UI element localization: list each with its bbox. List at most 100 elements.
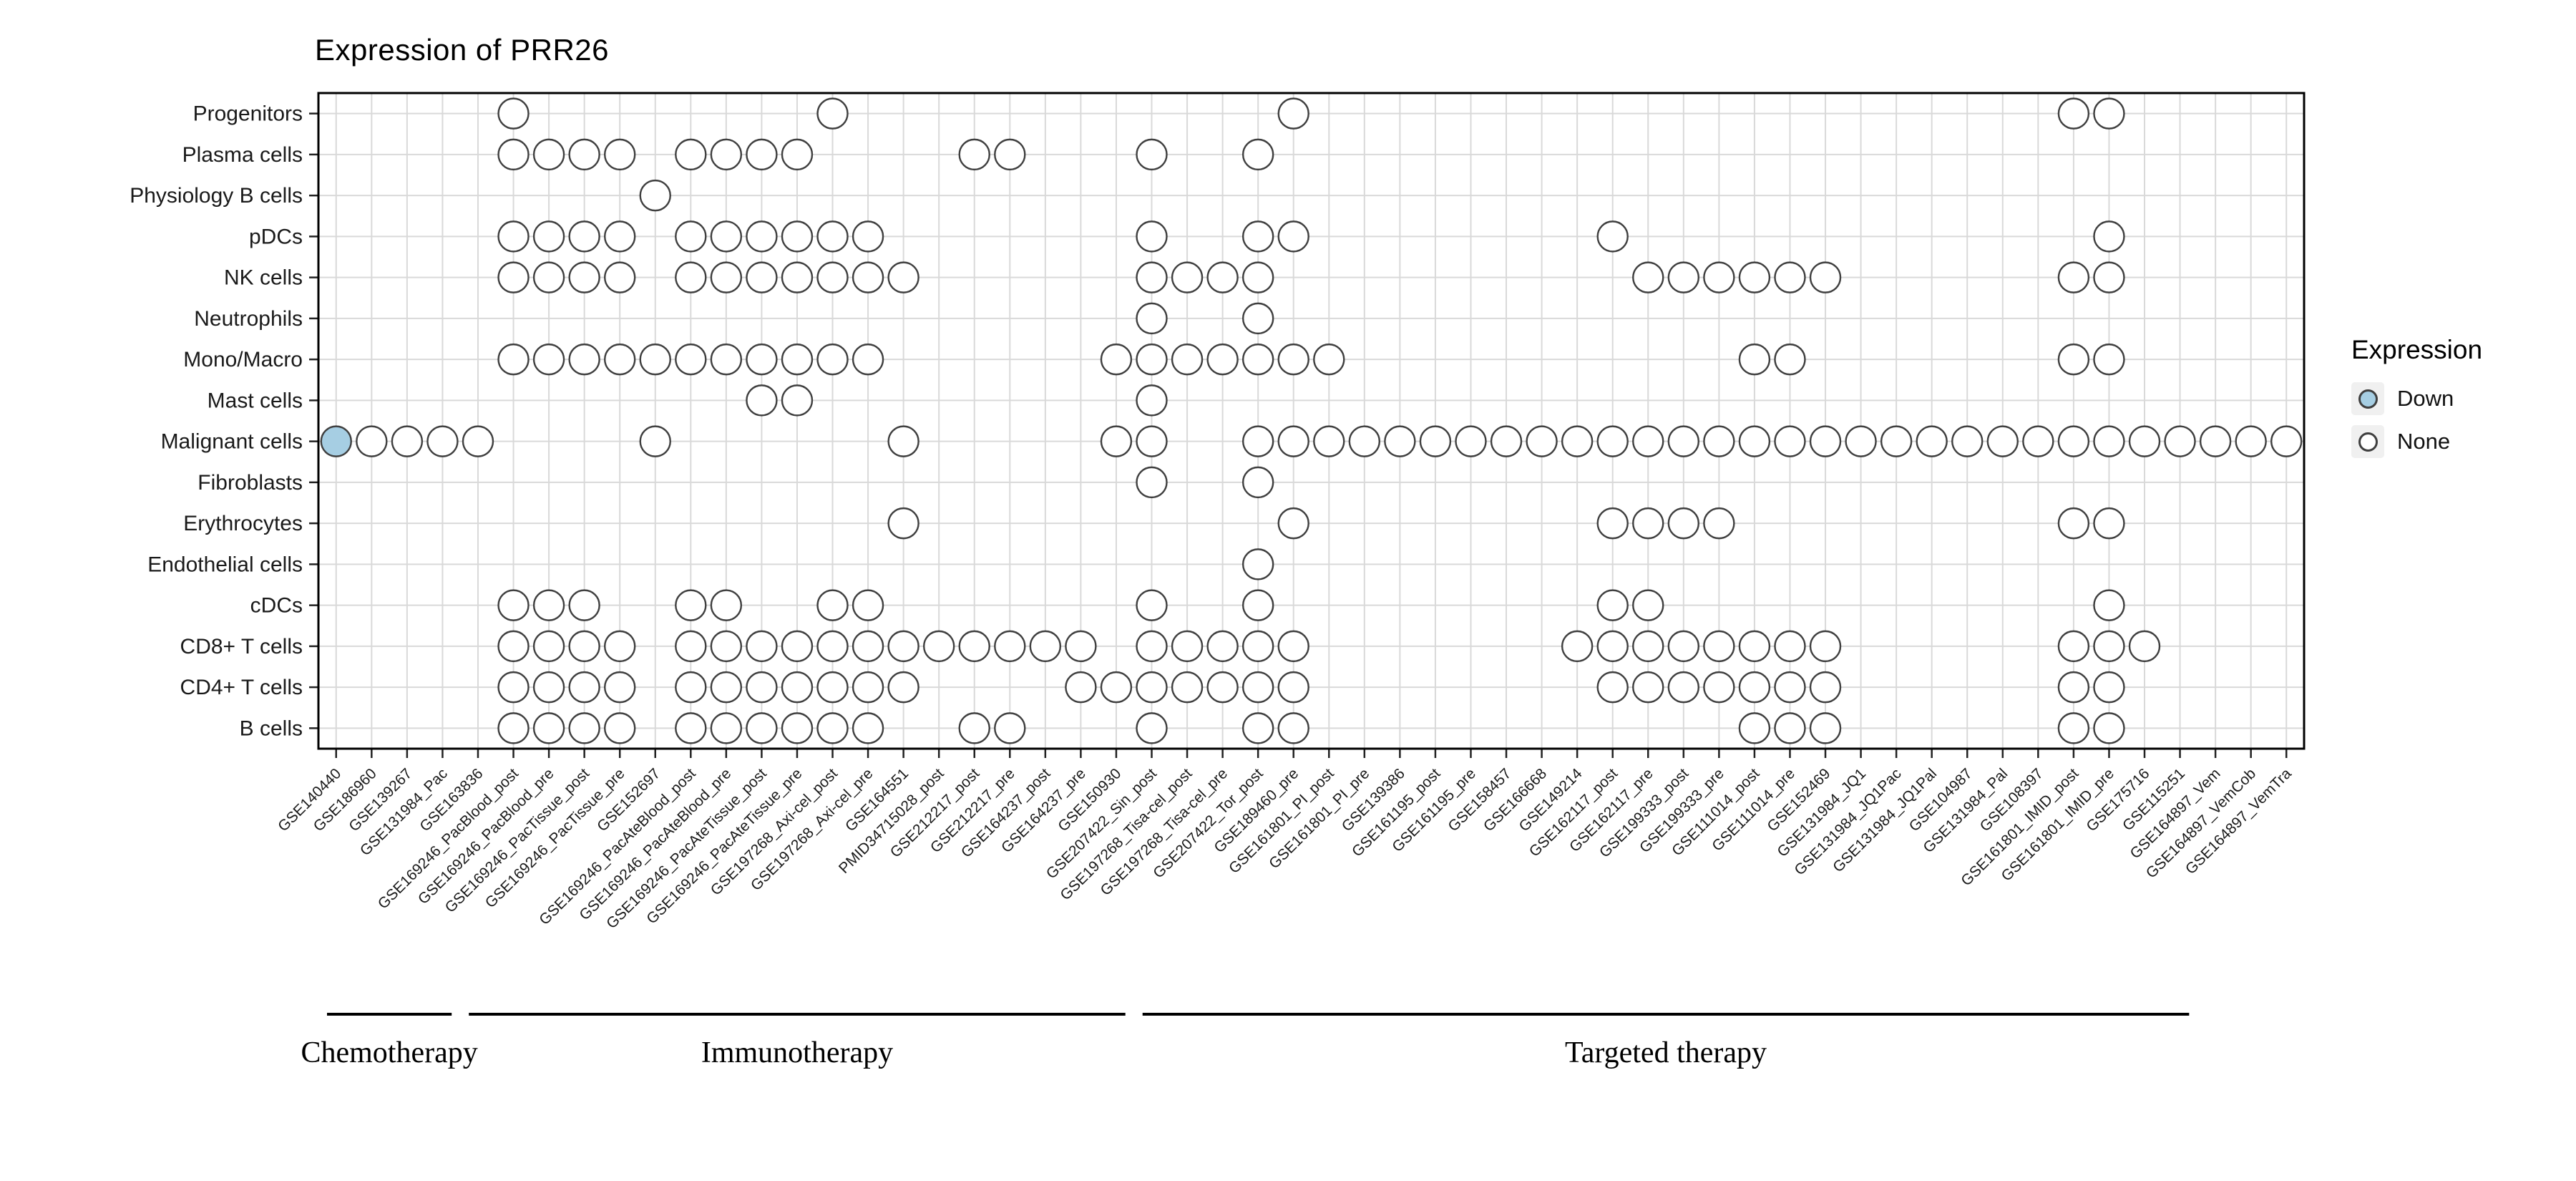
dot-none xyxy=(568,712,600,744)
dot-none xyxy=(1561,425,1594,457)
dot-none xyxy=(1136,589,1168,621)
dot-none xyxy=(1277,671,1309,704)
dot-none xyxy=(710,261,743,293)
dot-none xyxy=(1206,261,1239,293)
dot-none xyxy=(710,712,743,744)
dot-none xyxy=(1809,671,1842,704)
dot-none xyxy=(746,384,778,417)
dot-none xyxy=(746,671,778,704)
dot-none xyxy=(2093,97,2125,130)
dot-none xyxy=(887,630,919,663)
dot-none xyxy=(568,630,600,663)
dot-none xyxy=(2093,261,2125,293)
dot-none xyxy=(2057,425,2090,457)
dot-none xyxy=(1703,425,1735,457)
dot-none xyxy=(781,343,814,376)
legend-title: Expression xyxy=(2351,335,2483,364)
row-label: cDCs xyxy=(250,594,303,618)
dot-none xyxy=(1241,261,1274,293)
dot-none xyxy=(1809,630,1842,663)
dot-none xyxy=(2128,425,2161,457)
axis-ticks xyxy=(309,112,2288,758)
dot-none xyxy=(746,343,778,376)
legend: Expression Down None xyxy=(2351,335,2482,468)
dot-none xyxy=(604,712,636,744)
dot-none xyxy=(781,220,814,253)
dot-none xyxy=(604,671,636,704)
dot-none xyxy=(1100,425,1133,457)
dot-none xyxy=(1136,671,1168,704)
dot-none xyxy=(675,138,707,171)
y-axis-labels: Progenitors Plasma cells Physiology B cell… xyxy=(130,102,303,741)
dot-none xyxy=(1738,425,1771,457)
row-label: Erythrocytes xyxy=(183,512,303,535)
dot-none xyxy=(746,138,778,171)
dot-none xyxy=(1632,507,1664,540)
dot-none xyxy=(1241,302,1274,335)
dot-none xyxy=(1136,630,1168,663)
dot-none xyxy=(1136,384,1168,417)
dot-none xyxy=(1241,343,1274,376)
dot-none xyxy=(1206,630,1239,663)
dot-down xyxy=(320,425,352,457)
dot-none xyxy=(1171,343,1204,376)
dot-none xyxy=(675,220,707,253)
dot-none xyxy=(1277,343,1309,376)
dot-none xyxy=(781,712,814,744)
dot-none xyxy=(1384,425,1416,457)
dot-none xyxy=(1596,589,1629,621)
dot-none xyxy=(1774,425,1806,457)
therapy-group-label: Targeted therapy xyxy=(1565,1036,1767,1069)
row-label: pDCs xyxy=(249,225,303,248)
dot-none xyxy=(426,425,459,457)
dot-none xyxy=(1738,630,1771,663)
dot-none xyxy=(497,589,530,621)
dot-none xyxy=(1596,507,1629,540)
dot-none xyxy=(1667,507,1700,540)
dot-none xyxy=(1241,425,1274,457)
dot-none xyxy=(1986,425,2019,457)
row-label: Mono/Macro xyxy=(183,348,303,371)
dot-none xyxy=(1880,425,1913,457)
dot-none xyxy=(1206,671,1239,704)
dot-none xyxy=(1632,630,1664,663)
dot-none xyxy=(2057,97,2090,130)
legend-items: Down None xyxy=(2351,382,2482,458)
dot-none xyxy=(1277,425,1309,457)
dot-none xyxy=(852,343,884,376)
dot-none xyxy=(604,261,636,293)
dot-none xyxy=(1703,507,1735,540)
legend-key-swatch xyxy=(2351,425,2384,458)
dot-none xyxy=(1136,261,1168,293)
dot-none xyxy=(922,630,955,663)
legend-item-none: None xyxy=(2351,425,2482,458)
dot-none xyxy=(1136,220,1168,253)
dot-none xyxy=(1667,425,1700,457)
row-label: B cells xyxy=(240,716,303,740)
dot-none xyxy=(887,425,919,457)
dot-none xyxy=(1241,220,1274,253)
dot-none xyxy=(1667,261,1700,293)
dot-none xyxy=(2022,425,2054,457)
dot-none xyxy=(2057,712,2090,744)
dot-none xyxy=(675,261,707,293)
dot-none xyxy=(710,671,743,704)
dot-none xyxy=(1171,630,1204,663)
dot-none xyxy=(462,425,494,457)
dot-none xyxy=(2093,671,2125,704)
dot-none xyxy=(710,630,743,663)
dot-none xyxy=(1419,425,1452,457)
dot-none xyxy=(958,138,990,171)
dot-none xyxy=(532,343,565,376)
dot-none xyxy=(1171,671,1204,704)
dot-none xyxy=(710,138,743,171)
dot-none xyxy=(1136,466,1168,499)
dot-none xyxy=(1348,425,1381,457)
dot-none xyxy=(1313,343,1345,376)
dot-none xyxy=(1596,220,1629,253)
dot-none xyxy=(781,671,814,704)
panel-border xyxy=(317,92,2306,750)
dot-none xyxy=(710,343,743,376)
dot-none xyxy=(816,97,849,130)
dot-none xyxy=(532,138,565,171)
